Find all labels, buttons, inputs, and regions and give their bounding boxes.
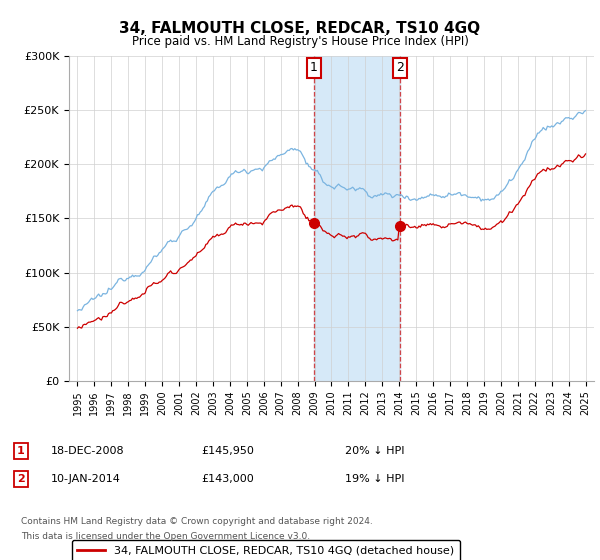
Text: 19% ↓ HPI: 19% ↓ HPI <box>345 474 404 484</box>
Text: 1: 1 <box>310 62 318 74</box>
Text: This data is licensed under the Open Government Licence v3.0.: This data is licensed under the Open Gov… <box>21 532 310 541</box>
Text: 10-JAN-2014: 10-JAN-2014 <box>51 474 121 484</box>
Text: 20% ↓ HPI: 20% ↓ HPI <box>345 446 404 456</box>
Legend: 34, FALMOUTH CLOSE, REDCAR, TS10 4GQ (detached house), HPI: Average price, detac: 34, FALMOUTH CLOSE, REDCAR, TS10 4GQ (de… <box>72 540 460 560</box>
Text: 34, FALMOUTH CLOSE, REDCAR, TS10 4GQ: 34, FALMOUTH CLOSE, REDCAR, TS10 4GQ <box>119 21 481 36</box>
Text: £143,000: £143,000 <box>201 474 254 484</box>
Text: 2: 2 <box>396 62 404 74</box>
Bar <box>314 56 400 381</box>
Text: 18-DEC-2008: 18-DEC-2008 <box>51 446 125 456</box>
Text: Contains HM Land Registry data © Crown copyright and database right 2024.: Contains HM Land Registry data © Crown c… <box>21 517 373 526</box>
Text: 2: 2 <box>17 474 25 484</box>
Text: 1: 1 <box>17 446 25 456</box>
Text: £145,950: £145,950 <box>201 446 254 456</box>
Text: Price paid vs. HM Land Registry's House Price Index (HPI): Price paid vs. HM Land Registry's House … <box>131 35 469 48</box>
